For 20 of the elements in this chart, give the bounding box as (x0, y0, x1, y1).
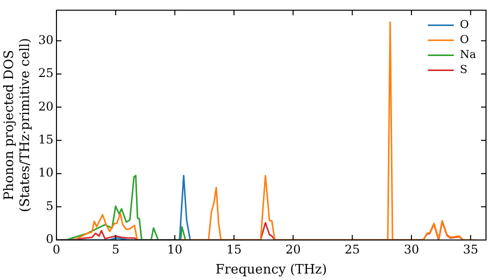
y-tick-label: 0 (46, 232, 54, 246)
legend-label: O (460, 33, 469, 46)
y-tick-label: 15 (38, 132, 54, 146)
legend-label: Na (460, 48, 476, 62)
x-axis-title: Frequency (THz) (216, 262, 327, 278)
x-tick-label: 20 (285, 242, 301, 256)
y-tick-label: 20 (38, 99, 54, 114)
y-tick-label: 30 (38, 32, 54, 47)
legend-label: S (460, 63, 468, 76)
y-axis-title: Phonon projected DOS (States/THz·primitive cell) (2, 38, 33, 212)
x-tick-label: 25 (344, 242, 360, 256)
x-tick-label: 30 (404, 242, 420, 256)
y-tick-label: 10 (38, 166, 54, 180)
x-tick-label: 10 (167, 242, 182, 256)
x-tick-label: 35 (462, 242, 478, 256)
x-tick-label: 15 (226, 242, 242, 256)
x-tick-label: 5 (112, 242, 120, 256)
y-tick-label: 5 (46, 198, 54, 213)
y-tick-label: 25 (38, 66, 54, 80)
legend-label: O (460, 18, 469, 32)
